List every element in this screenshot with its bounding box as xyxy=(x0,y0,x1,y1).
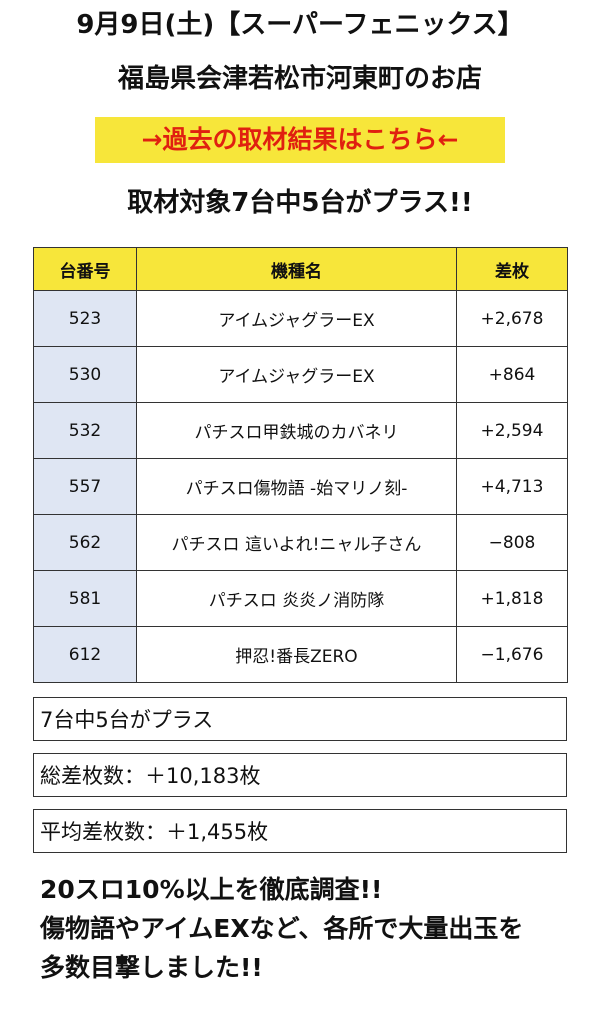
table-header-row: 台番号 機種名 差枚 xyxy=(33,247,568,291)
column-header-number: 台番号 xyxy=(33,247,137,291)
diff-cell: −808 xyxy=(456,514,568,571)
machine-number-cell: 562 xyxy=(33,514,137,571)
machine-number-cell: 612 xyxy=(33,626,137,683)
machine-name-cell: アイムジャグラーEX xyxy=(136,290,457,347)
comment-line: 多数目撃しました!! xyxy=(40,953,263,982)
diff-cell: +1,818 xyxy=(456,570,568,627)
summary-average-diff: 平均差枚数：＋1,455枚 xyxy=(33,809,567,853)
machine-name-cell: パチスロ甲鉄城のカバネリ xyxy=(136,402,457,459)
diff-cell: +2,678 xyxy=(456,290,568,347)
results-headline: 取材対象7台中5台がプラス!! xyxy=(127,188,473,218)
diff-cell: −1,676 xyxy=(456,626,568,683)
machine-number-cell: 530 xyxy=(33,346,137,403)
results-table: 台番号 機種名 差枚 523 アイムジャグラーEX +2,678 530 アイム… xyxy=(33,247,568,683)
table-row: 532 パチスロ甲鉄城のカバネリ +2,594 xyxy=(33,402,568,459)
comment-line: 20スロ10%以上を徹底調査!! xyxy=(40,875,383,904)
machine-number-cell: 557 xyxy=(33,458,137,515)
machine-number-cell: 523 xyxy=(33,290,137,347)
table-row: 612 押忍!番長ZERO −1,676 xyxy=(33,626,568,683)
page-title-date-store: 9月9日(土)【スーパーフェニックス】 xyxy=(76,10,524,40)
machine-number-cell: 532 xyxy=(33,402,137,459)
summary-plus-count: 7台中5台がプラス xyxy=(33,697,567,741)
table-row: 557 パチスロ傷物語 -始マリノ刻- +4,713 xyxy=(33,458,568,515)
past-results-link[interactable]: →過去の取材結果はこちら← xyxy=(95,117,505,163)
table-row: 530 アイムジャグラーEX +864 xyxy=(33,346,568,403)
table-row: 523 アイムジャグラーEX +2,678 xyxy=(33,290,568,347)
machine-name-cell: アイムジャグラーEX xyxy=(136,346,457,403)
machine-name-cell: パチスロ 炎炎ノ消防隊 xyxy=(136,570,457,627)
page-subtitle-location: 福島県会津若松市河東町のお店 xyxy=(117,64,482,94)
diff-cell: +2,594 xyxy=(456,402,568,459)
column-header-machine: 機種名 xyxy=(136,247,457,291)
column-header-diff: 差枚 xyxy=(456,247,568,291)
table-row: 581 パチスロ 炎炎ノ消防隊 +1,818 xyxy=(33,570,568,627)
summary-total-diff: 総差枚数：＋10,183枚 xyxy=(33,753,567,797)
diff-cell: +4,713 xyxy=(456,458,568,515)
comment-block: 20スロ10%以上を徹底調査!! 傷物語やアイムEXなど、各所で大量出玉を 多数… xyxy=(40,870,580,987)
machine-name-cell: パチスロ 這いよれ!ニャル子さん xyxy=(136,514,457,571)
table-row: 562 パチスロ 這いよれ!ニャル子さん −808 xyxy=(33,514,568,571)
machine-name-cell: パチスロ傷物語 -始マリノ刻- xyxy=(136,458,457,515)
machine-name-cell: 押忍!番長ZERO xyxy=(136,626,457,683)
diff-cell: +864 xyxy=(456,346,568,403)
machine-number-cell: 581 xyxy=(33,570,137,627)
comment-line: 傷物語やアイムEXなど、各所で大量出玉を xyxy=(40,914,524,943)
